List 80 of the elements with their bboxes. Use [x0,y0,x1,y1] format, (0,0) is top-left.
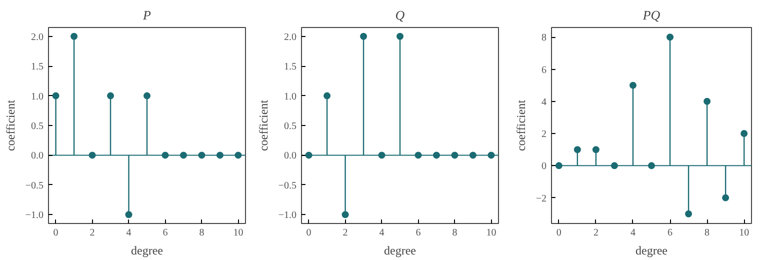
point [342,211,349,218]
point [722,194,730,202]
y-tick-label: 0.5 [31,121,44,132]
point [414,152,422,159]
x-tick-label: 2 [90,228,95,238]
x-tick-label: 6 [162,228,168,238]
y-tick-label: 2 [542,129,546,140]
y-tick-label: 0 [542,161,546,172]
x-tick-label: 8 [704,228,710,238]
point [198,152,206,159]
y-tick-label: 0.0 [284,150,296,162]
point [574,146,581,154]
y-axis-title: coefficient [514,99,528,152]
point [216,152,224,159]
x-tick-label: 0 [306,228,312,238]
y-tick-label: 0.5 [284,121,296,132]
x-tick-label: 10 [233,228,244,238]
x-tick-label: 4 [126,228,132,238]
x-tick-label: 8 [452,228,458,238]
point [88,152,96,159]
chart-title: PQ [642,8,661,22]
x-tick-label: 10 [739,228,750,238]
y-axis-title: coefficient [3,99,18,152]
x-axis-title: degree [636,244,668,258]
point [666,34,674,41]
point [469,152,476,159]
y-tick-label: 1.5 [31,62,44,73]
point [360,32,368,40]
point [324,92,331,100]
x-tick-label: 4 [630,228,636,238]
y-tick-label: 1.0 [31,91,44,102]
point [144,92,150,100]
y-tick-label: −2 [536,193,546,204]
point [234,152,242,159]
point [704,98,711,105]
point [378,152,386,159]
y-tick-label: −1.0 [278,210,296,222]
y-tick-label: 1.5 [284,62,296,73]
x-tick-label: 4 [379,228,384,238]
y-tick-label: 0.0 [31,150,44,162]
y-tick-label: 1.0 [284,91,296,102]
x-tick-label: 0 [53,228,58,238]
x-tick-label: 2 [342,228,348,238]
point [305,152,312,159]
point [396,32,404,40]
y-tick-label: 4 [542,96,546,108]
chart-title: Q [395,8,406,22]
point [488,152,495,159]
y-tick-label: 8 [542,32,546,44]
point [180,152,187,159]
point [162,152,169,159]
point [451,152,458,159]
x-tick-label: 0 [556,228,562,238]
point [629,82,636,89]
y-tick-label: −1.0 [25,210,44,222]
x-tick-label: 8 [199,228,204,238]
point [610,162,618,170]
point [432,152,440,159]
point [70,32,78,40]
x-tick-label: 2 [593,228,598,238]
point [740,130,748,138]
point [648,162,655,170]
y-tick-label: −0.5 [278,180,296,192]
point [107,92,114,100]
y-tick-label: −0.5 [25,180,44,192]
y-tick-label: 2.0 [284,32,296,43]
chart-title: P [142,8,152,22]
y-tick-label: 2.0 [31,32,44,43]
point [592,146,600,154]
x-tick-label: 10 [486,228,496,238]
y-axis-title: coefficient [256,99,270,152]
x-axis-title: degree [384,244,416,258]
x-axis-title: degree [131,244,163,258]
x-tick-label: 6 [416,228,421,238]
point [125,211,132,218]
x-tick-label: 6 [668,228,673,238]
y-tick-label: 6 [542,64,546,76]
point [685,210,692,218]
point [555,162,562,170]
point [52,92,60,100]
